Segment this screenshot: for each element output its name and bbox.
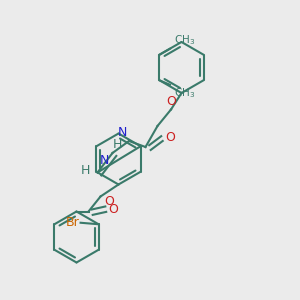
Text: O: O (105, 195, 114, 208)
Text: N: N (100, 154, 110, 167)
Text: N: N (118, 127, 128, 140)
Text: H: H (81, 164, 90, 178)
Text: CH$_3$: CH$_3$ (174, 86, 195, 100)
Text: O: O (166, 131, 176, 145)
Text: O: O (166, 95, 176, 108)
Text: O: O (108, 203, 118, 216)
Text: Br: Br (65, 216, 79, 229)
Text: CH$_3$: CH$_3$ (174, 33, 195, 47)
Text: H: H (113, 137, 122, 151)
